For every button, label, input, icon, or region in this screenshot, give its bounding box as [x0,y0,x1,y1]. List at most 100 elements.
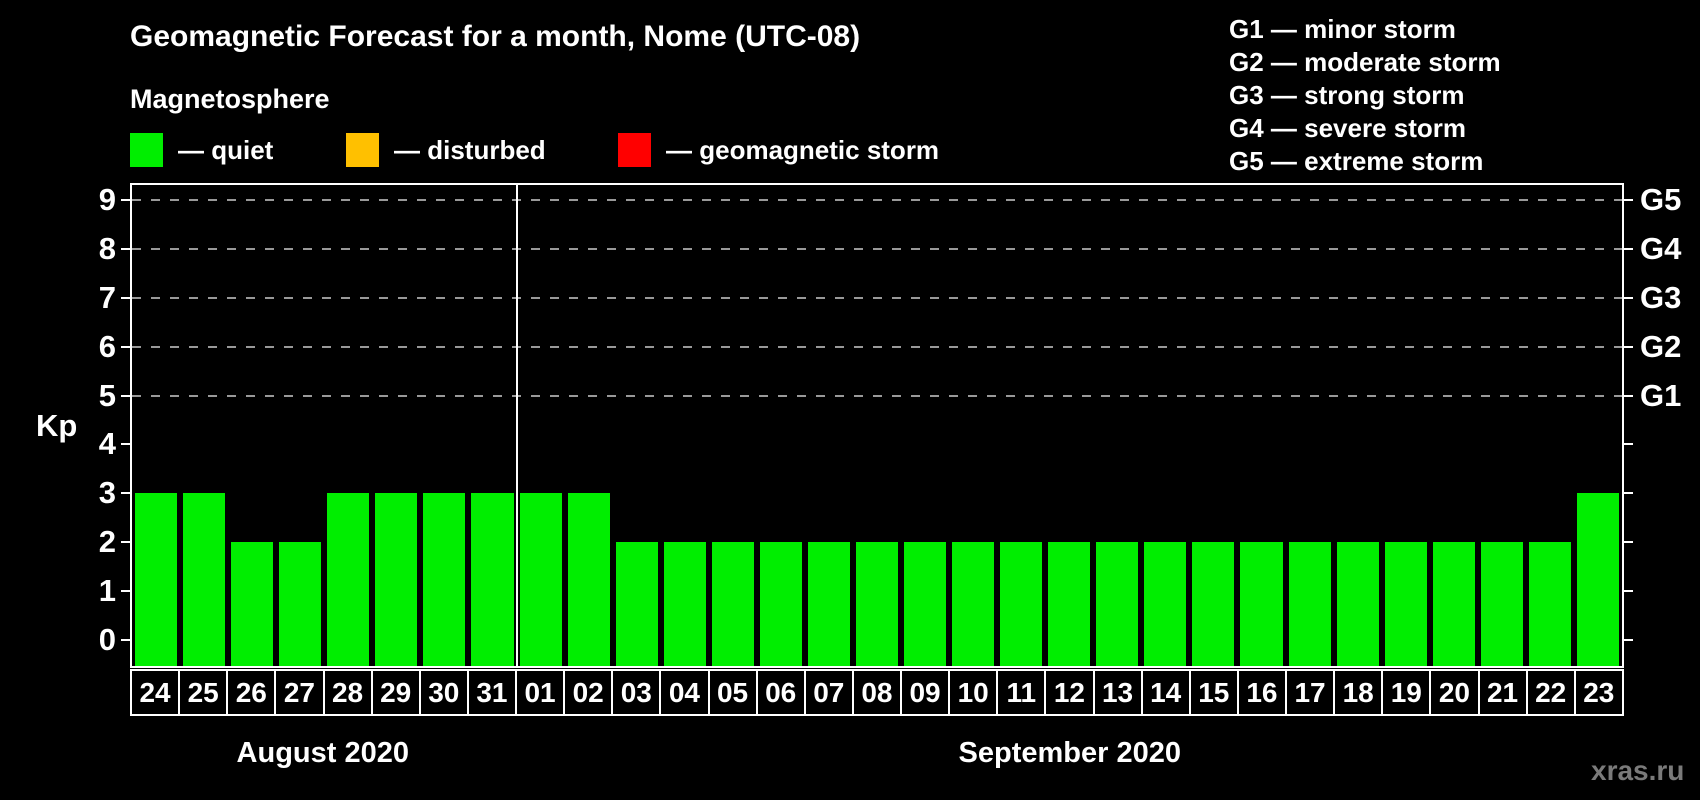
left-axis-tick [121,345,130,348]
kp-tick-label: 3 [98,475,116,511]
date-cell-24: 24 [130,669,181,716]
date-cell-09: 09 [900,669,951,716]
g-axis-label-g4: G4 [1640,230,1682,266]
legend-item-quiet: — quiet [130,133,273,167]
legend-item-storm: — geomagnetic storm [618,133,939,167]
right-axis-tick [1624,590,1633,593]
kp-bar-24 [135,493,178,666]
month-label: September 2020 [958,737,1181,769]
kp-axis-title: Kp [36,408,78,443]
kp-bar-29 [375,493,418,666]
gridline-kp6 [132,345,1622,348]
date-cell-18: 18 [1333,669,1384,716]
date-cell-31: 31 [466,669,517,716]
right-axis-tick [1624,492,1633,495]
date-cell-15: 15 [1188,669,1239,716]
date-cell-23: 23 [1573,669,1624,716]
page-title: Geomagnetic Forecast for a month, Nome (… [130,20,861,53]
date-cell-12: 12 [1044,669,1095,716]
date-cell-03: 03 [611,669,662,716]
left-axis-tick [121,541,130,544]
right-axis-tick [1624,443,1633,446]
g-legend-line-g1: G1 — minor storm [1229,14,1456,44]
kp-bar-27 [279,542,322,666]
kp-bar-28 [327,493,370,666]
date-cell-01: 01 [515,669,566,716]
right-axis-tick [1624,247,1633,250]
kp-bar-19 [1384,542,1427,666]
magnetosphere-label: Magnetosphere [130,84,330,114]
date-cell-28: 28 [322,669,373,716]
kp-bar-12 [1048,542,1091,666]
storm-color-swatch [618,133,651,167]
legend-label-quiet: — quiet [178,134,274,165]
disturbed-color-swatch [346,133,379,167]
date-cell-14: 14 [1140,669,1191,716]
date-cell-13: 13 [1092,669,1143,716]
quiet-color-swatch [130,133,163,167]
left-axis-tick [121,247,130,250]
date-cell-04: 04 [659,669,710,716]
legend-label-storm: — geomagnetic storm [666,134,940,165]
date-cell-29: 29 [370,669,421,716]
g-legend-line-g4: G4 — severe storm [1229,113,1467,143]
kp-bar-05 [711,542,754,666]
g-axis-label-g1: G1 [1640,377,1682,413]
kp-bar-20 [1432,542,1475,666]
kp-bar-06 [759,542,802,666]
date-cell-11: 11 [996,669,1047,716]
date-axis: 24 25 26 27 28 29 30 31 01 02 03 04 05 06 07 08 09 10 11 12… [130,669,1624,716]
right-axis-tick [1624,296,1633,299]
kp-bar-07 [807,542,850,666]
gridline-kp8 [132,247,1622,250]
left-axis-tick [121,394,130,397]
kp-bar-15 [1192,542,1235,666]
kp-bar-25 [183,493,226,666]
date-cell-27: 27 [274,669,325,716]
right-axis-tick [1624,345,1633,348]
legend-item-disturbed: — disturbed [346,133,546,167]
kp-bar-16 [1240,542,1283,666]
g-scale-legend: G1 — minor storm G2 — moderate storm G3 … [1229,13,1501,178]
date-cell-07: 07 [803,669,854,716]
month-separator-line [515,185,518,666]
kp-bar-11 [1000,542,1043,666]
date-cell-26: 26 [226,669,277,716]
left-axis-tick [121,443,130,446]
gridline-kp5 [132,394,1622,397]
kp-tick-label: 9 [98,181,116,217]
date-cell-02: 02 [563,669,614,716]
date-cell-19: 19 [1381,669,1432,716]
kp-bar-22 [1528,542,1571,666]
kp-bar-09 [904,542,947,666]
right-axis-tick [1624,541,1633,544]
kp-tick-label: 8 [98,230,116,266]
left-axis-tick [121,590,130,593]
month-label: August 2020 [236,737,409,769]
kp-bar-17 [1288,542,1331,666]
kp-bar-14 [1144,542,1187,666]
kp-bar-18 [1336,542,1379,666]
left-axis-tick [121,639,130,641]
left-axis-tick [121,198,130,201]
date-cell-10: 10 [948,669,999,716]
kp-bar-21 [1480,542,1523,666]
kp-bar-08 [855,542,899,666]
kp-bar-02 [567,493,610,666]
legend-label-disturbed: — disturbed [394,134,546,165]
date-cell-16: 16 [1236,669,1287,716]
left-axis-tick [121,296,130,299]
kp-bar-01 [519,493,562,666]
gridline-kp7 [132,296,1622,299]
kp-bar-30 [423,493,466,666]
g-legend-line-g3: G3 — strong storm [1229,80,1465,110]
kp-tick-label: 2 [98,524,116,560]
kp-bar-26 [231,542,274,666]
date-cell-17: 17 [1285,669,1336,716]
g-axis-label-g2: G2 [1640,328,1682,364]
date-cell-22: 22 [1525,669,1576,716]
kp-bar-10 [952,542,995,666]
watermark: xras.ru [1591,755,1685,786]
gridline-kp9 [132,198,1622,201]
